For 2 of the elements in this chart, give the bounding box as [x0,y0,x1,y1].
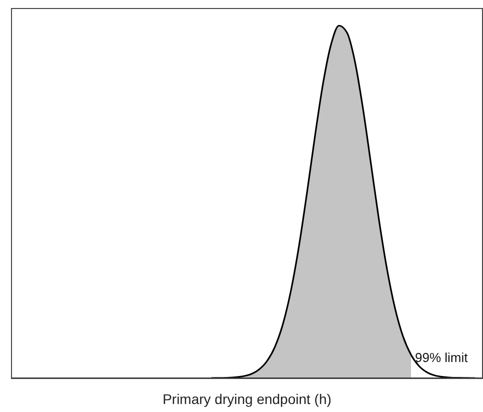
annotation: 99% limit [415,350,468,365]
x-axis-title: Primary drying endpoint (h) [162,391,332,407]
